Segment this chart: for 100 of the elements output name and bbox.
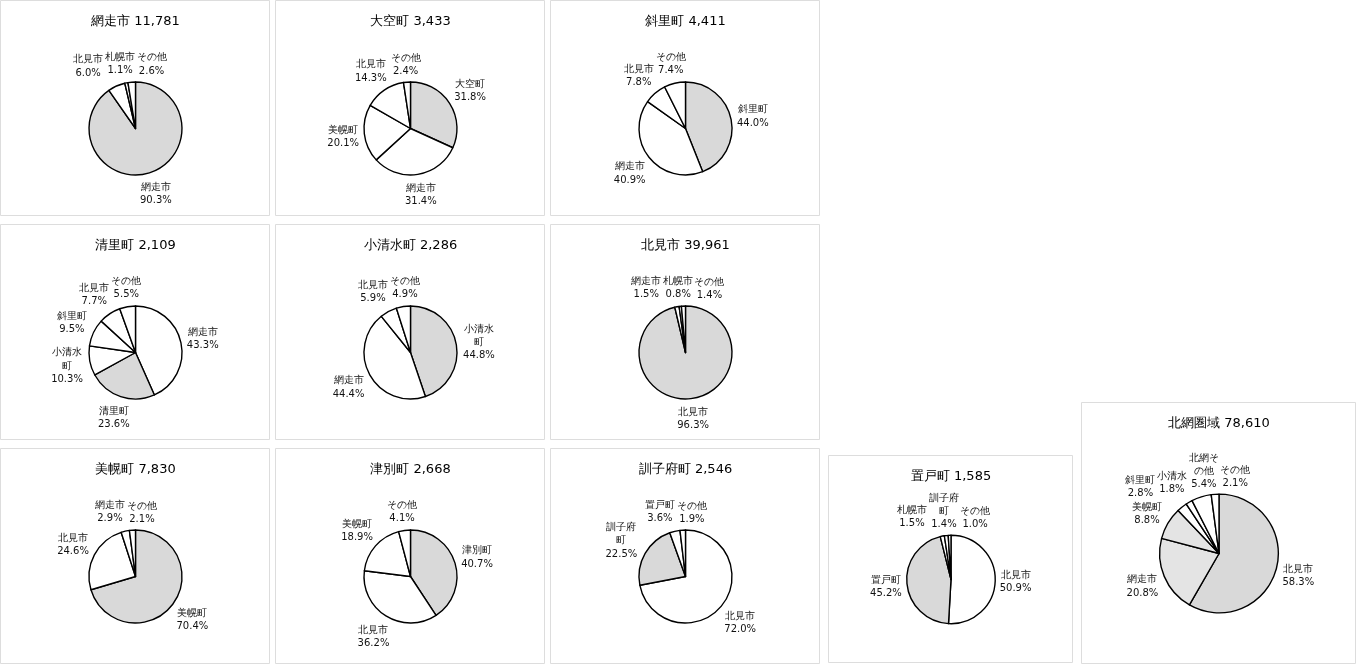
slice-label: 斜里町 — [737, 103, 768, 115]
data-label: 4.9% — [392, 288, 418, 300]
data-label: 1.0% — [962, 518, 988, 530]
slice-label: 北見市 — [1000, 569, 1031, 581]
slice-label: その他 — [136, 51, 167, 63]
data-label: 7.4% — [658, 64, 684, 76]
slice-label: 小清水町 — [463, 322, 494, 347]
data-label: 58.3% — [1282, 575, 1315, 587]
data-label: 14.3% — [354, 71, 387, 83]
chart-title: 清里町 2,109 — [95, 237, 176, 252]
slice-label: 網走市 — [139, 181, 171, 193]
data-label: 9.5% — [59, 323, 85, 335]
slice-label: 斜里町 — [1125, 473, 1156, 485]
data-label: 90.3% — [139, 194, 172, 206]
data-label: 7.8% — [626, 75, 652, 87]
data-label: 1.1% — [107, 64, 133, 76]
slice-label: 北見市 — [725, 609, 756, 621]
chart-title: 北見市 39,961 — [641, 237, 730, 252]
chart-title: 津別町 2,668 — [370, 461, 451, 476]
data-label: 5.4% — [1191, 478, 1217, 490]
data-label: 24.6% — [57, 544, 89, 556]
slice-label: その他 — [390, 51, 421, 63]
slice-label: 網走市 — [613, 160, 645, 172]
slice-label: 札幌市 — [663, 275, 694, 287]
data-label: 4.1% — [389, 512, 415, 524]
data-label: 5.9% — [360, 292, 386, 304]
chart-title: 置戸町 1,585 — [910, 468, 992, 483]
data-label: 40.9% — [613, 173, 646, 185]
slice-label: 北見市 — [73, 53, 104, 65]
data-label: 22.5% — [605, 547, 638, 559]
slice-label: その他 — [111, 275, 142, 287]
data-label: 2.9% — [97, 512, 123, 524]
slice-label: 網走市 — [332, 374, 364, 386]
slice-label: 北見市 — [355, 58, 386, 70]
data-label: 6.0% — [75, 66, 101, 78]
data-label: 2.1% — [1222, 476, 1248, 488]
data-label: 18.9% — [341, 530, 373, 542]
slice-label: 清里町 — [98, 404, 129, 416]
data-label: 36.2% — [357, 637, 390, 649]
slice-label: その他 — [676, 499, 707, 511]
data-label: 2.8% — [1127, 487, 1154, 499]
slice-label: 訓子府町 — [928, 491, 959, 516]
data-label: 44.0% — [736, 116, 769, 128]
slice-label: 北網その他 — [1188, 451, 1219, 477]
data-label: 96.3% — [677, 418, 710, 430]
data-label: 40.7% — [461, 557, 493, 569]
data-label: 44.4% — [332, 387, 365, 399]
data-label: 2.4% — [392, 64, 419, 76]
data-label: 72.0% — [724, 622, 757, 634]
slice-label: 網走市 — [404, 181, 436, 193]
slice-label: 北見市 — [357, 279, 388, 291]
chart-title: 網走市 11,781 — [90, 13, 180, 28]
chart-title: 北網圏域 78,610 — [1168, 415, 1270, 430]
chart-title: 大空町 3,433 — [370, 13, 451, 28]
slice-label: 北見市 — [623, 62, 654, 74]
data-label: 44.8% — [463, 348, 495, 360]
slice-label: 網走市 — [630, 275, 662, 287]
data-label: 20.8% — [1126, 586, 1159, 598]
slice-label: 小清水町 — [52, 346, 83, 371]
slice-label: その他 — [1220, 463, 1251, 475]
chart-title: 斜里町 4,411 — [645, 13, 726, 28]
slice-label: その他 — [387, 499, 418, 511]
data-label: 31.4% — [404, 194, 437, 206]
data-label: 1.5% — [899, 517, 925, 529]
data-label: 7.7% — [81, 295, 108, 307]
slice-label: 北見市 — [58, 531, 89, 543]
data-label: 23.6% — [97, 418, 130, 430]
slice-label: 斜里町 — [56, 310, 87, 322]
slice-label: 大空町 — [455, 78, 486, 90]
data-label: 1.4% — [696, 289, 723, 301]
slice-label: 札幌市 — [105, 51, 136, 63]
slice-label: その他 — [389, 275, 420, 287]
chart-title: 美幌町 7,830 — [95, 461, 176, 476]
data-label: 2.6% — [138, 64, 165, 76]
slice-label: 北見市 — [358, 623, 389, 635]
slice-label: 小清水 — [1156, 469, 1187, 481]
slice-label: その他 — [694, 275, 725, 287]
slice-label: 網走市 — [93, 499, 125, 511]
data-label: 1.8% — [1159, 483, 1185, 495]
slice-label: その他 — [655, 51, 686, 63]
slice-label: 北見市 — [79, 281, 110, 293]
data-label: 43.3% — [186, 339, 219, 351]
data-label: 5.5% — [113, 288, 140, 300]
slice-label: 置戸町 — [644, 499, 675, 511]
slice-label: その他 — [960, 505, 991, 517]
slice-label: 置戸町 — [870, 573, 901, 585]
data-label: 70.4% — [176, 620, 209, 632]
slice-label: 北見市 — [1283, 562, 1314, 574]
data-label: 20.1% — [327, 137, 360, 149]
slice-label: 美幌町 — [328, 123, 359, 135]
slice-label: 網走市 — [1126, 573, 1158, 585]
slice-label: その他 — [126, 499, 157, 511]
slice-label: 美幌町 — [1132, 500, 1163, 512]
data-label: 0.8% — [665, 288, 691, 300]
data-label: 1.4% — [931, 518, 957, 530]
slice-label: 津別町 — [462, 544, 493, 556]
data-label: 50.9% — [999, 582, 1032, 594]
data-label: 2.1% — [129, 512, 155, 524]
slice-label: 美幌町 — [177, 606, 208, 618]
slice-label: 北見市 — [678, 405, 709, 417]
